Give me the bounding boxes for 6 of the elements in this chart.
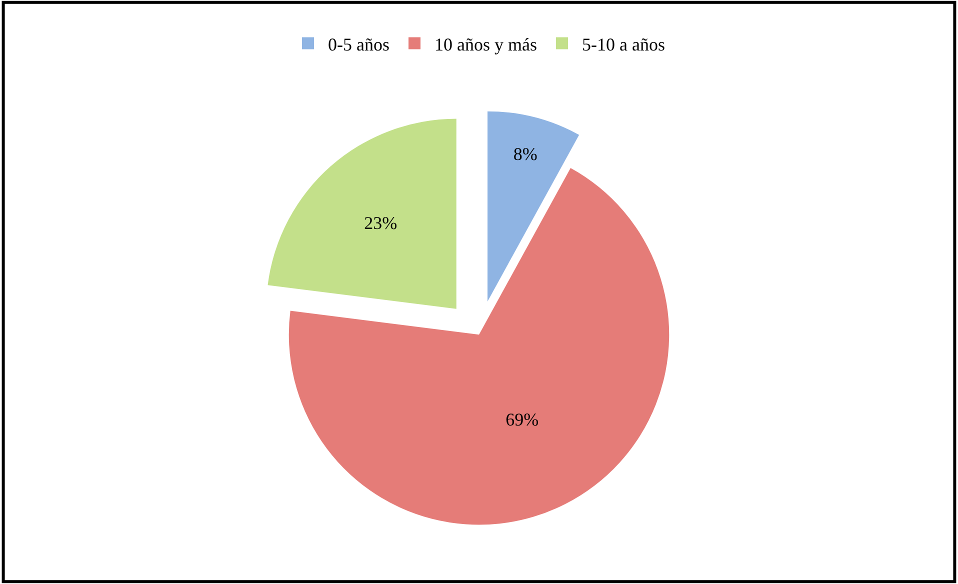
data-label: 23% <box>364 213 398 234</box>
legend-label: 0-5 años <box>328 34 390 54</box>
data-label: 69% <box>506 409 539 430</box>
legend-label: 10 años y más <box>434 34 537 54</box>
data-label: 8% <box>513 144 538 164</box>
legend-label: 5-10 a años <box>582 34 665 54</box>
